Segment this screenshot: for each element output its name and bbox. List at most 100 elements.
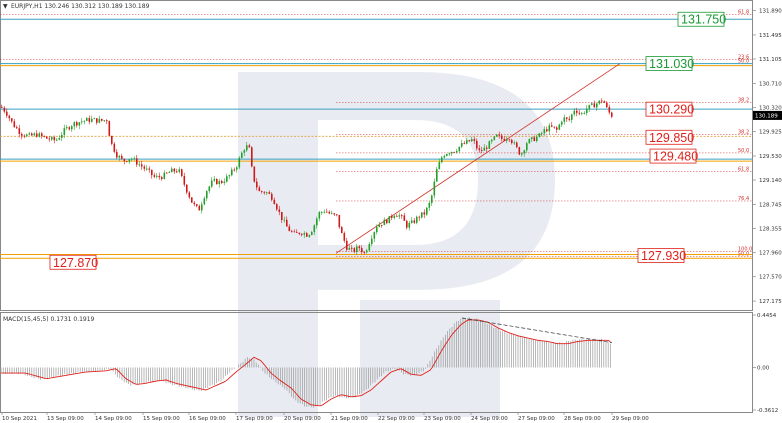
time-tick-label: 10 Sep 2021 xyxy=(2,416,37,422)
macd-signal-line xyxy=(1,319,611,407)
candle-body xyxy=(468,140,471,142)
candle-body xyxy=(438,162,441,170)
candle-body xyxy=(406,220,408,228)
candle-body xyxy=(93,118,96,120)
fib-level-label: 38.2 xyxy=(738,129,749,135)
candle-body xyxy=(368,244,371,251)
macd-tick-label: 0.00 xyxy=(757,365,770,371)
time-tick-label: 13 Sep 09:00 xyxy=(47,416,84,422)
candle-body xyxy=(578,112,581,114)
candle-body xyxy=(71,126,73,130)
candle-body xyxy=(188,192,191,198)
candle-body xyxy=(101,118,103,121)
level-labels: 131.750 131.030 130.290 129.850 129.480 127.9… xyxy=(49,11,726,270)
candle-body xyxy=(113,143,116,152)
time-tick-label: 28 Sep 09:00 xyxy=(564,416,601,422)
candle-body xyxy=(431,195,433,203)
candle-body xyxy=(423,212,426,215)
candle-body xyxy=(181,169,183,177)
candle-body xyxy=(128,159,131,162)
candle-body xyxy=(196,204,198,206)
candle-body xyxy=(278,209,281,212)
candle-body xyxy=(333,213,336,215)
candle-body xyxy=(486,147,488,149)
fib-level-label: 100.0 xyxy=(738,246,752,252)
candle-body xyxy=(21,133,23,136)
level-label-text: 127.930 xyxy=(641,249,686,263)
candle-body xyxy=(13,121,16,128)
candle-body xyxy=(341,227,343,234)
time-tick-label: 22 Sep 09:00 xyxy=(378,416,415,422)
candle-body xyxy=(241,152,243,158)
candle-body xyxy=(343,233,346,241)
candle-body xyxy=(318,212,321,219)
candle-body xyxy=(191,197,193,203)
candle-body xyxy=(316,218,318,226)
candle-body xyxy=(506,139,508,141)
candle-body xyxy=(291,231,293,232)
dropdown-arrow-icon[interactable]: ▼ xyxy=(3,3,8,10)
candle-body xyxy=(301,233,303,235)
candle-body xyxy=(298,232,301,234)
candle-body xyxy=(178,169,181,172)
candle-body xyxy=(523,150,526,154)
macd-histogram xyxy=(0,317,613,408)
candle-body xyxy=(358,246,361,249)
candle-body xyxy=(518,147,521,155)
candle-body xyxy=(498,134,501,136)
candle-body xyxy=(91,118,93,122)
level-label-box xyxy=(645,129,693,145)
candle-body xyxy=(56,139,58,141)
candle-body xyxy=(558,124,561,130)
price-tick-label: 127.960 xyxy=(759,251,782,257)
candle-body xyxy=(51,137,53,140)
candle-body xyxy=(411,220,413,223)
candle-body xyxy=(561,121,563,125)
candle-body xyxy=(8,115,11,119)
candle-body xyxy=(381,224,383,226)
candle-body xyxy=(88,118,91,122)
candle-body xyxy=(566,117,568,119)
candle-body xyxy=(441,157,443,163)
candle-body xyxy=(516,142,518,148)
candle-body xyxy=(3,107,6,112)
candle-body xyxy=(66,127,68,129)
candle-body xyxy=(151,169,153,176)
candle-body xyxy=(346,240,348,250)
candle-body xyxy=(281,211,283,220)
candle-body xyxy=(288,226,291,232)
candle-body xyxy=(398,215,401,217)
candle-body xyxy=(526,143,528,151)
candle-body xyxy=(531,137,533,140)
macd-panel-frame xyxy=(0,312,753,413)
candle-body xyxy=(273,199,276,205)
candle-body xyxy=(303,233,306,235)
price-tick-label: 130.710 xyxy=(759,81,782,87)
macd-tick-label: 0.4454 xyxy=(757,313,777,319)
trend-line xyxy=(335,63,621,254)
candle-body xyxy=(158,175,161,178)
candle-body xyxy=(223,181,226,183)
candle-body xyxy=(331,213,333,215)
candle-body xyxy=(211,180,213,187)
price-tick-label: 130.320 xyxy=(759,105,782,111)
fib-level-label: 50.0 xyxy=(738,148,749,154)
time-tick-label: 20 Sep 09:00 xyxy=(284,416,321,422)
candle-body xyxy=(293,231,296,233)
macd-tick-label: -0.3612 xyxy=(757,408,778,414)
fib-level-label: 50.0 xyxy=(738,59,749,65)
candle-body xyxy=(61,134,63,138)
candle-body xyxy=(163,172,166,179)
candle-body xyxy=(378,224,381,228)
candle-body xyxy=(336,214,338,216)
candle-body xyxy=(171,168,173,173)
price-tick-label: 131.890 xyxy=(759,9,782,15)
level-label-text: 131.030 xyxy=(649,57,694,71)
candle-body xyxy=(538,133,541,137)
price-tick-label: 129.140 xyxy=(759,178,782,184)
candle-body xyxy=(576,110,578,113)
candle-body xyxy=(11,118,13,122)
candle-body xyxy=(416,216,418,223)
candle-body xyxy=(503,139,506,141)
